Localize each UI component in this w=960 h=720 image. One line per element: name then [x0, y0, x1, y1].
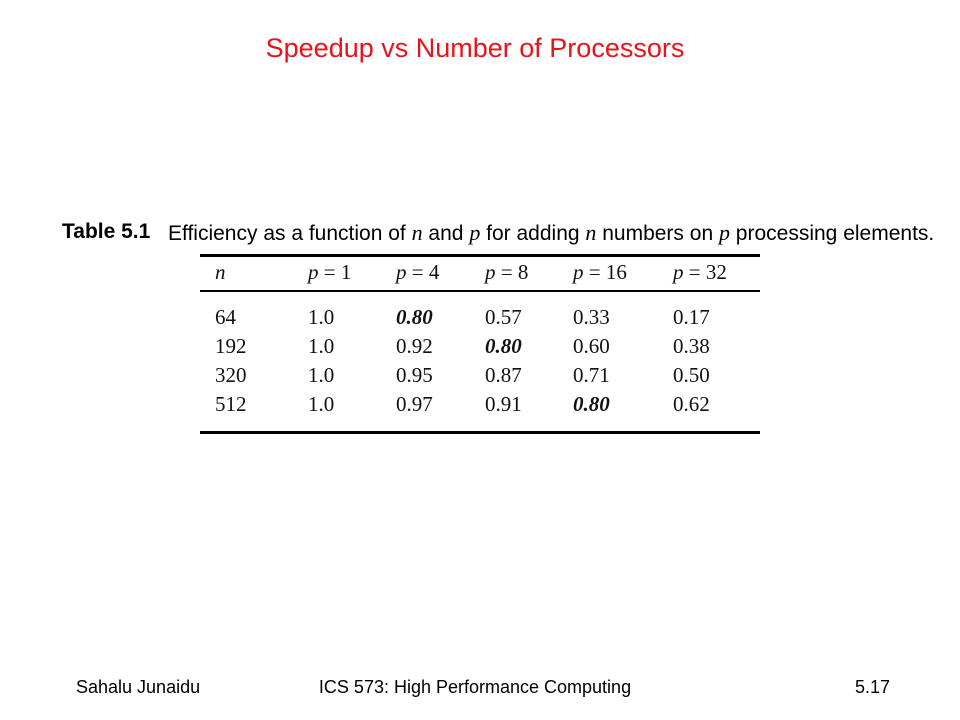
- header-n: n: [215, 260, 226, 284]
- table-cell: 320: [215, 363, 247, 387]
- footer-author: Sahalu Junaidu: [76, 677, 201, 697]
- table-top-rule: [200, 254, 760, 257]
- caption-part: Efficiency as a function of: [168, 222, 412, 245]
- caption-var: p: [469, 220, 481, 245]
- table-cell: 0.91: [485, 392, 522, 416]
- table-cell: 0.80: [573, 392, 610, 416]
- header-p-3: p = 8: [485, 260, 529, 284]
- table-cell: 0.17: [673, 305, 710, 329]
- table-cell: 0.62: [673, 392, 710, 416]
- table-cell: 0.80: [396, 305, 433, 329]
- caption-var: p: [718, 220, 730, 245]
- caption-var: n: [411, 220, 423, 245]
- footer-course: ICS 573: High Performance Computing: [318, 677, 632, 697]
- table-caption: Table 5.1 Efficiency as a function of n …: [62, 215, 942, 249]
- caption-part: for adding: [480, 222, 586, 245]
- table-header-rule: [200, 290, 760, 292]
- table-cell: 0.57: [485, 305, 522, 329]
- efficiency-table: n p = 1 p = 4 p = 8 p = 16 p = 32 64 1.0 0.80 0.5…: [200, 254, 760, 434]
- table-cell: 1.0: [308, 363, 335, 387]
- header-p-5: p = 32: [673, 260, 727, 284]
- table-cell: 0.80: [485, 334, 522, 358]
- caption-var: n: [585, 220, 597, 245]
- table-cell: 0.33: [573, 305, 610, 329]
- header-p-1: p = 1: [308, 260, 352, 284]
- table-label: Table 5.1: [62, 220, 151, 243]
- caption-part: and: [422, 222, 470, 245]
- table-cell: 0.87: [485, 363, 522, 387]
- table-cell: 0.38: [673, 334, 710, 358]
- header-p-4: p = 16: [573, 260, 627, 284]
- table-cell: 0.92: [396, 334, 433, 358]
- table-cell: 0.71: [573, 363, 610, 387]
- table-cell: 0.95: [396, 363, 433, 387]
- table-cell: 0.97: [396, 392, 433, 416]
- table-cell: 1.0: [308, 392, 335, 416]
- table-cell: 192: [215, 334, 247, 358]
- table-bottom-rule: [200, 431, 760, 434]
- table-cell: 1.0: [308, 305, 335, 329]
- table-cell: 512: [215, 392, 247, 416]
- caption-part: numbers on: [596, 222, 719, 245]
- table-caption-text: Efficiency as a function of n and p for …: [168, 220, 934, 246]
- slide-title: Speedup vs Number of Processors: [265, 33, 685, 63]
- caption-part: processing elements.: [729, 222, 935, 245]
- table-cell: 1.0: [308, 334, 335, 358]
- table-cell: 0.60: [573, 334, 610, 358]
- table-cell: 0.50: [673, 363, 710, 387]
- table-cell: 64: [215, 305, 236, 329]
- header-p-2: p = 4: [396, 260, 440, 284]
- footer-page-number: 5.17: [855, 677, 891, 697]
